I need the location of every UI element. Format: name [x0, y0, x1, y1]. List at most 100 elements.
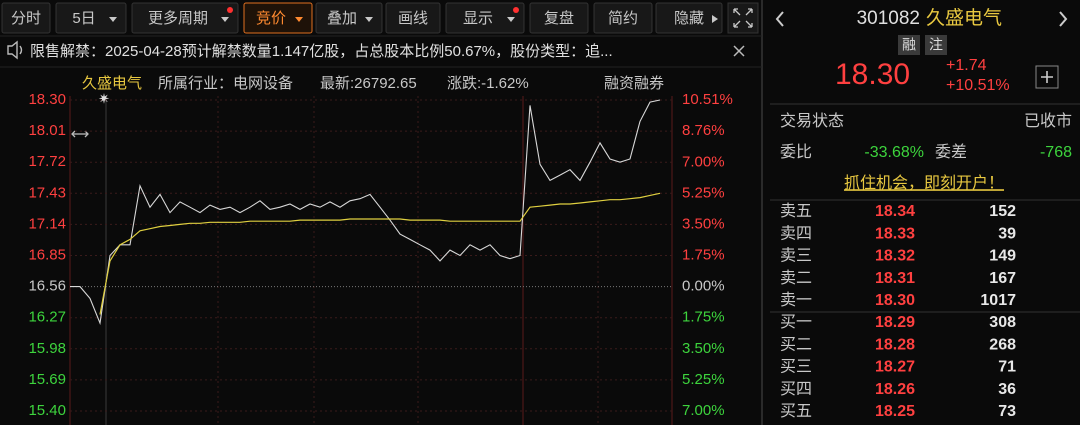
- y-tick-label: 18.30: [28, 91, 66, 108]
- toolbar-label[interactable]: 隐藏: [674, 10, 704, 27]
- promo-link[interactable]: 抓住机会，即刻开户！: [844, 174, 1004, 192]
- badge: [925, 35, 947, 55]
- y2-tick-label: 0.00%: [682, 278, 725, 295]
- book-level: 卖五: [780, 202, 812, 220]
- y-tick-label: 15.98: [28, 340, 66, 357]
- y2-tick-label: 8.76%: [682, 122, 725, 139]
- toolbar-label[interactable]: 更多周期: [148, 10, 208, 27]
- toolbar-label[interactable]: 简约: [608, 10, 638, 27]
- stock-code-name: 301082: [857, 8, 920, 29]
- toolbar-label[interactable]: 复盘: [544, 9, 574, 27]
- book-price: 18.28: [875, 336, 915, 353]
- next-stock[interactable]: [1059, 11, 1068, 27]
- y-tick-label: 17.43: [28, 184, 66, 201]
- y-tick-label: 18.01: [28, 122, 66, 139]
- ratio-value: -33.68%: [864, 144, 924, 161]
- notice-text[interactable]: 限售解禁：2025-04-28预计解禁数量1.147亿股，占总股本比例50.67…: [30, 43, 613, 60]
- y-tick-label: 16.56: [28, 278, 66, 295]
- dropdown-arrow: [221, 17, 229, 22]
- ratio-label: 委比: [780, 143, 812, 161]
- chart-stock-name: 久盛电气: [82, 75, 142, 92]
- book-volume: 308: [989, 314, 1016, 331]
- toolbar-button[interactable]: [55, 2, 127, 34]
- toolbar-button[interactable]: [529, 2, 589, 34]
- book-price: 18.25: [875, 403, 915, 420]
- toolbar-button[interactable]: [385, 2, 441, 34]
- toolbar-button[interactable]: [593, 2, 653, 34]
- book-price: 18.32: [875, 248, 915, 265]
- dropdown-arrow: [365, 17, 373, 22]
- toolbar-button[interactable]: [445, 2, 525, 34]
- book-price: 18.29: [875, 314, 915, 331]
- y-tick-label: 16.27: [28, 309, 66, 326]
- book-level: 卖三: [780, 247, 812, 265]
- book-volume: 36: [998, 381, 1016, 398]
- badge-label: 注: [929, 37, 943, 53]
- y2-tick-label: 7.00%: [682, 402, 725, 419]
- book-level: 买二: [780, 335, 812, 353]
- last-price: 18.30: [835, 58, 910, 91]
- y2-tick-label: 5.25%: [682, 371, 725, 388]
- book-price: 18.34: [875, 203, 915, 220]
- book-volume: 167: [989, 270, 1016, 287]
- y2-tick-label: 3.50%: [682, 215, 725, 232]
- book-level: 买五: [780, 402, 812, 420]
- diff-label: 委差: [935, 143, 967, 161]
- toolbar-button[interactable]: [1, 2, 51, 34]
- book-price: 18.33: [875, 225, 915, 242]
- fullscreen-button[interactable]: [727, 2, 759, 34]
- y2-tick-label: 3.50%: [682, 340, 725, 357]
- book-level: 卖二: [780, 269, 812, 287]
- book-price: 18.31: [875, 270, 915, 287]
- notice-icon: [7, 40, 23, 60]
- y2-tick-label: 1.75%: [682, 247, 725, 264]
- width-toggle[interactable]: [71, 130, 89, 138]
- price-line: [99, 192, 661, 315]
- status-label: 交易状态: [780, 112, 844, 130]
- book-level: 买四: [780, 380, 812, 398]
- y2-tick-label: 1.75%: [682, 309, 725, 326]
- y2-tick-label: 7.00%: [682, 153, 725, 170]
- toolbar-button[interactable]: [655, 2, 723, 34]
- notice-close[interactable]: [733, 45, 745, 57]
- toolbar-label[interactable]: 叠加: [327, 10, 357, 27]
- toolbar-label[interactable]: 显示: [463, 10, 493, 27]
- book-level: 卖四: [780, 224, 812, 242]
- book-volume: 1017: [980, 292, 1016, 309]
- auction-marker: ✷: [98, 91, 110, 107]
- diff-value: -768: [1040, 144, 1072, 161]
- chart-industry: 所属行业：电网设备: [158, 75, 293, 92]
- toolbar-button[interactable]: [131, 2, 239, 34]
- y2-tick-label: 10.51%: [682, 91, 733, 108]
- toolbar-label[interactable]: 分时: [11, 10, 41, 27]
- chart-change: 涨跌:-1.62%: [447, 75, 529, 92]
- status-value: 已收市: [1024, 112, 1072, 130]
- prev-stock[interactable]: [775, 11, 784, 27]
- dropdown-arrow: [507, 17, 515, 22]
- toolbar-label[interactable]: 画线: [398, 10, 428, 27]
- stock-name: 久盛电气: [926, 7, 1002, 29]
- toolbar-label[interactable]: 5日: [72, 10, 95, 27]
- fullscreen-icon: [733, 8, 753, 28]
- price-change-pct: +10.51%: [946, 77, 1010, 94]
- book-level: 卖一: [780, 291, 812, 309]
- y2-tick-label: 5.25%: [682, 184, 725, 201]
- alert-dot: [513, 7, 519, 13]
- book-price: 18.26: [875, 381, 915, 398]
- toolbar-button[interactable]: [243, 2, 313, 34]
- alert-dot: [227, 7, 233, 13]
- chart-margin[interactable]: 融资融券: [604, 75, 664, 92]
- book-price: 18.27: [875, 359, 915, 376]
- book-level: 买一: [780, 313, 812, 331]
- price-change: +1.74: [946, 57, 987, 74]
- toolbar-label[interactable]: 竞价: [256, 9, 286, 27]
- chart-latest: 最新:26792.65: [320, 75, 417, 92]
- toolbar-button[interactable]: [315, 2, 383, 34]
- y-tick-label: 15.69: [28, 371, 66, 388]
- y-tick-label: 16.85: [28, 246, 66, 263]
- badge: [898, 35, 920, 55]
- add-watchlist[interactable]: [1035, 65, 1059, 89]
